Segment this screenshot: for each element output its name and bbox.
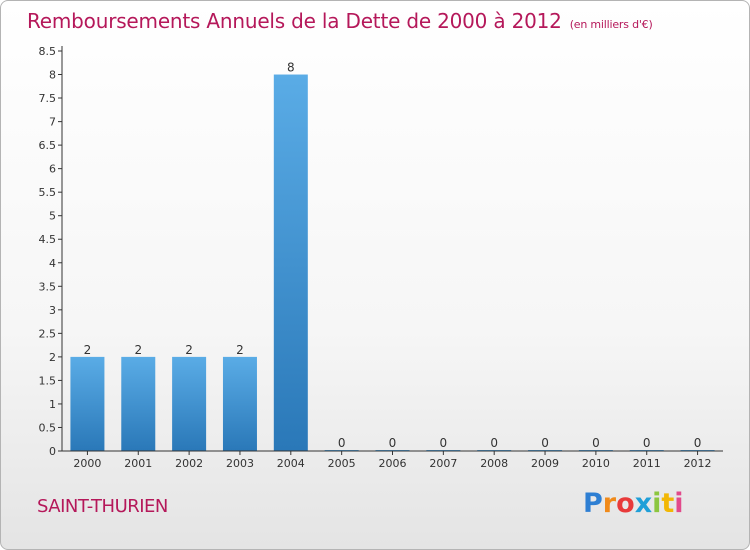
data-label-2009: 0 (541, 436, 549, 450)
logo-letter: o (616, 488, 635, 519)
y-tick-label-8: 8 (49, 69, 56, 82)
y-tick-label-8.5: 8.5 (39, 45, 57, 58)
data-label-2005: 0 (338, 436, 346, 450)
y-tick-label-6: 6 (49, 163, 56, 176)
y-tick-label-2.5: 2.5 (39, 327, 57, 340)
y-tick-label-3: 3 (49, 304, 56, 317)
y-tick-label-1: 1 (49, 398, 56, 411)
data-label-2002: 2 (185, 343, 193, 357)
x-tick-label-2007: 2007 (429, 457, 457, 470)
y-tick-label-7: 7 (49, 116, 56, 129)
chart-title: Remboursements Annuels de la Dette de 20… (27, 9, 653, 33)
data-label-2012: 0 (694, 436, 702, 450)
data-label-2001: 2 (134, 343, 142, 357)
data-label-2010: 0 (592, 436, 600, 450)
y-tick-label-5.5: 5.5 (39, 186, 57, 199)
bar-2000 (70, 356, 105, 451)
x-tick-label-2008: 2008 (480, 457, 508, 470)
data-label-2007: 0 (440, 436, 448, 450)
data-label-2008: 0 (490, 436, 498, 450)
data-label-2000: 2 (84, 343, 92, 357)
x-tick-label-2010: 2010 (582, 457, 610, 470)
x-tick-label-2005: 2005 (328, 457, 356, 470)
proxiti-logo: Proxiti (583, 488, 684, 519)
commune-name: SAINT-THURIEN (37, 496, 168, 517)
data-label-2004: 8 (287, 61, 295, 75)
x-tick-label-2001: 2001 (124, 457, 152, 470)
y-tick-label-2: 2 (49, 351, 56, 364)
x-tick-label-2011: 2011 (633, 457, 661, 470)
bar-2001 (121, 356, 156, 451)
x-tick-label-2006: 2006 (379, 457, 407, 470)
bar-2003 (222, 356, 257, 451)
bar-2002 (172, 356, 207, 451)
x-tick-label-2004: 2004 (277, 457, 305, 470)
x-tick-label-2009: 2009 (531, 457, 559, 470)
data-label-2011: 0 (643, 436, 651, 450)
bar-2004 (273, 74, 308, 451)
y-tick-label-0.5: 0.5 (39, 421, 57, 434)
data-label-2003: 2 (236, 343, 244, 357)
data-label-2006: 0 (389, 436, 397, 450)
logo-letter: P (583, 488, 603, 519)
x-tick-label-2002: 2002 (175, 457, 203, 470)
y-tick-label-4: 4 (49, 257, 56, 270)
logo-letter: t (661, 488, 675, 519)
logo-letter: r (602, 488, 617, 519)
x-tick-label-2000: 2000 (73, 457, 101, 470)
y-tick-label-7.5: 7.5 (39, 92, 57, 105)
x-tick-label-2012: 2012 (684, 457, 712, 470)
y-tick-label-6.5: 6.5 (39, 139, 57, 152)
chart-unit-subtitle: (en milliers d'€) (569, 18, 653, 31)
y-tick-label-5: 5 (49, 210, 56, 223)
x-tick-label-2003: 2003 (226, 457, 254, 470)
logo-letter: x (634, 488, 653, 519)
y-tick-label-3.5: 3.5 (39, 280, 57, 293)
y-tick-label-1.5: 1.5 (39, 374, 57, 387)
y-tick-label-4.5: 4.5 (39, 233, 57, 246)
logo-letter: i (674, 488, 684, 519)
chart-title-text: Remboursements Annuels de la Dette de 20… (27, 9, 562, 33)
logo-letter: i (652, 488, 662, 519)
y-tick-label-0: 0 (49, 445, 56, 458)
